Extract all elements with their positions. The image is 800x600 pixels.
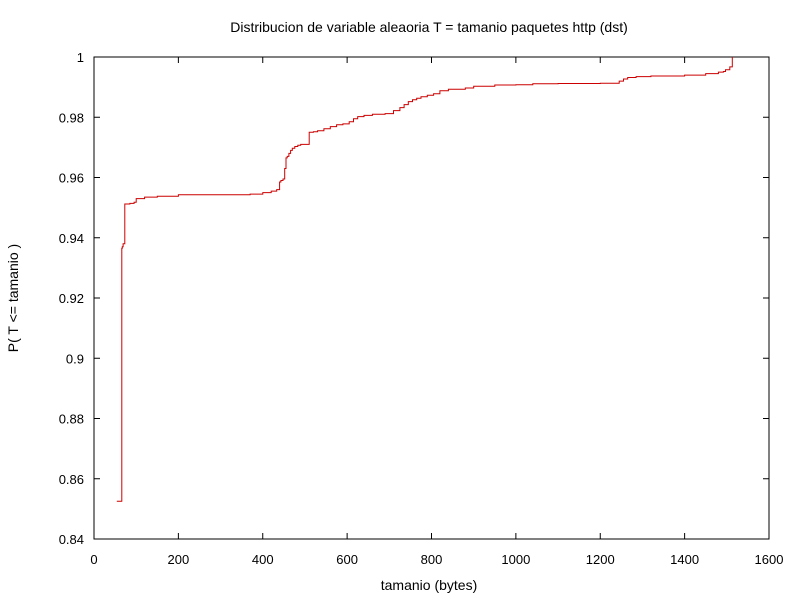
y-axis-label: P( T <= tamanio )	[5, 244, 21, 352]
y-tick-label: 0.94	[59, 231, 84, 246]
y-axis: 0.84 0.86 0.88 0.9 0.92 0.94 0.96 0.98 1	[59, 50, 769, 547]
x-tick-label: 1000	[501, 552, 530, 567]
y-tick-label: 0.9	[66, 351, 84, 366]
y-tick-label: 0.86	[59, 472, 84, 487]
x-tick-label: 1600	[755, 552, 784, 567]
x-tick-label: 600	[336, 552, 358, 567]
series-line	[116, 57, 733, 502]
x-tick-label: 800	[421, 552, 443, 567]
y-tick-label: 0.98	[59, 110, 84, 125]
x-axis-label: tamanio (bytes)	[381, 577, 477, 593]
x-tick-label: 400	[252, 552, 274, 567]
x-axis: 0 200 400 600 800 1000 1200 1400 1600	[90, 57, 783, 567]
x-tick-label: 1200	[586, 552, 615, 567]
x-tick-label: 200	[168, 552, 190, 567]
chart-title: Distribucion de variable aleaoria T = ta…	[230, 19, 628, 35]
y-tick-label: 0.84	[59, 532, 84, 547]
y-tick-label: 0.96	[59, 171, 84, 186]
y-tick-label: 1	[77, 50, 84, 65]
y-tick-label: 0.92	[59, 291, 84, 306]
y-tick-label: 0.88	[59, 412, 84, 427]
x-tick-label: 1400	[670, 552, 699, 567]
x-tick-label: 0	[90, 552, 97, 567]
